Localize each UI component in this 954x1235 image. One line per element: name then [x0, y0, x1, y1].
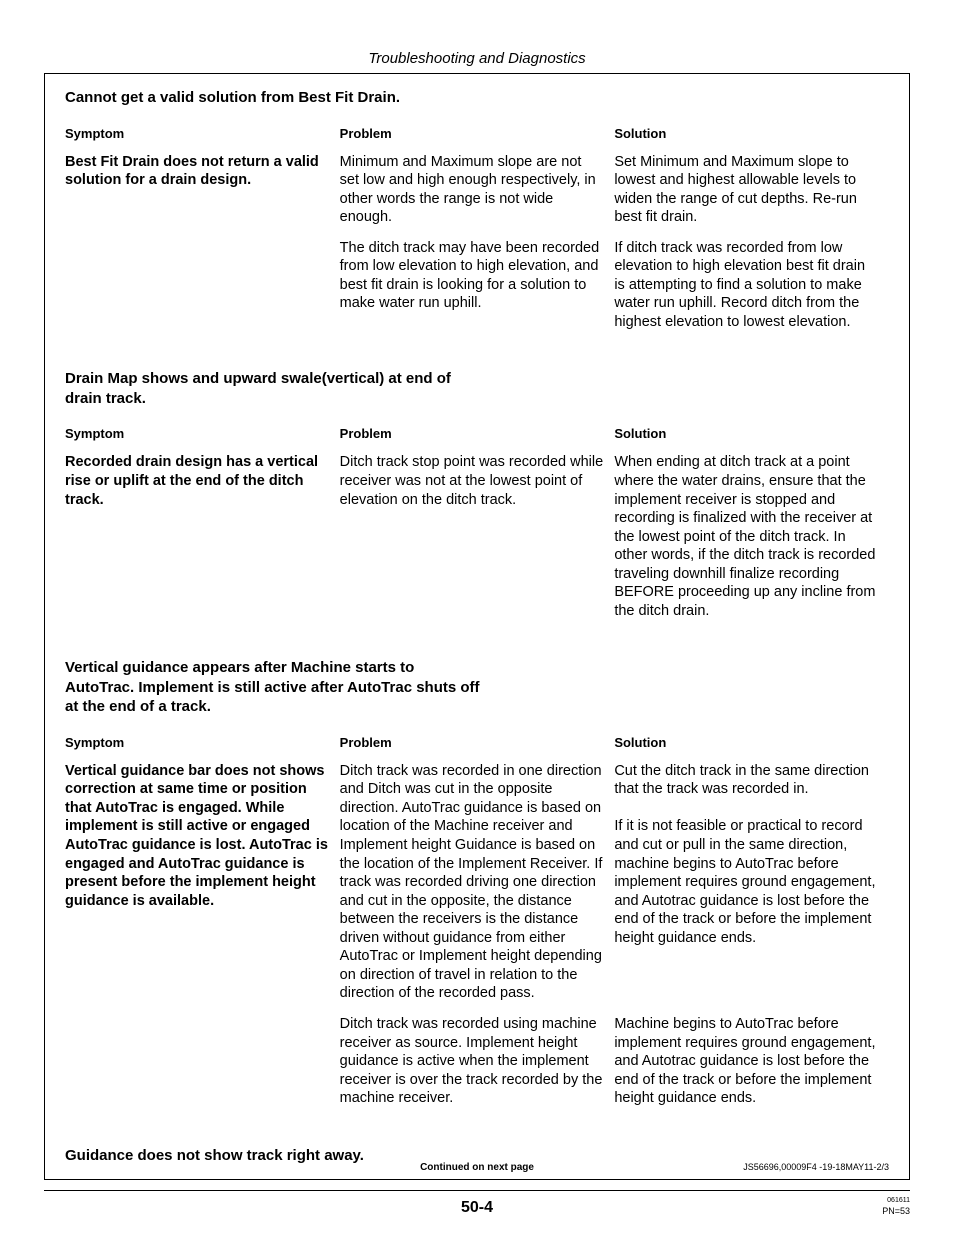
col-symptom: Symptom [65, 122, 340, 153]
col-solution: Solution [614, 422, 889, 453]
solution-cell: Machine begins to AutoTrac before implem… [614, 1015, 889, 1120]
section-title-1: Cannot get a valid solution from Best Fi… [65, 88, 485, 108]
header-title: Troubleshooting and Diagnostics [44, 50, 910, 74]
solution-cell: Cut the ditch track in the same directio… [614, 762, 889, 1015]
problem-cell: Ditch track was recorded using machine r… [340, 1015, 615, 1120]
page-number: 50-4 [44, 1191, 910, 1217]
content-panel: Cannot get a valid solution from Best Fi… [44, 74, 910, 1180]
section-title-2: Drain Map shows and upward swale(vertica… [65, 369, 485, 408]
symptom-cell: Best Fit Drain does not return a valid s… [65, 153, 340, 239]
page-footer: 50-4 061611 PN=53 [44, 1190, 910, 1230]
col-symptom: Symptom [65, 731, 340, 762]
trouble-table-2: Symptom Problem Solution Recorded drain … [65, 422, 889, 632]
symptom-cell: Recorded drain design has a vertical ris… [65, 453, 340, 632]
solution-cell: When ending at ditch track at a point wh… [614, 453, 889, 632]
col-solution: Solution [614, 731, 889, 762]
trouble-table-3: Symptom Problem Solution Vertical guidan… [65, 731, 889, 1120]
col-problem: Problem [340, 731, 615, 762]
table-row: The ditch track may have been recorded f… [65, 239, 889, 344]
table-row: Best Fit Drain does not return a valid s… [65, 153, 889, 239]
solution-cell: Set Minimum and Maximum slope to lowest … [614, 153, 889, 239]
section-title-3: Vertical guidance appears after Machine … [65, 658, 485, 717]
col-symptom: Symptom [65, 422, 340, 453]
trouble-table-1: Symptom Problem Solution Best Fit Drain … [65, 122, 889, 344]
date-code: 061611 [882, 1197, 910, 1205]
problem-cell: Ditch track stop point was recorded whil… [340, 453, 615, 632]
symptom-cell [65, 239, 340, 344]
problem-cell: Ditch track was recorded in one directio… [340, 762, 615, 1015]
solution-cell: If ditch track was recorded from low ele… [614, 239, 889, 344]
col-problem: Problem [340, 422, 615, 453]
table-header-row: Symptom Problem Solution [65, 422, 889, 453]
table-header-row: Symptom Problem Solution [65, 731, 889, 762]
symptom-cell [65, 1015, 340, 1120]
page-container: Troubleshooting and Diagnostics Cannot g… [0, 0, 954, 1235]
content-footer-meta: Continued on next page JS56696,00009F4 -… [65, 1162, 889, 1173]
col-solution: Solution [614, 122, 889, 153]
table-header-row: Symptom Problem Solution [65, 122, 889, 153]
symptom-cell: Vertical guidance bar does not shows cor… [65, 762, 340, 1015]
page-side-info: 061611 PN=53 [882, 1197, 910, 1216]
table-row: Vertical guidance bar does not shows cor… [65, 762, 889, 1015]
col-problem: Problem [340, 122, 615, 153]
table-row: Recorded drain design has a vertical ris… [65, 453, 889, 632]
docref-label: JS56696,00009F4 -19-18MAY11-2/3 [614, 1162, 889, 1172]
table-row: Ditch track was recorded using machine r… [65, 1015, 889, 1120]
continued-label: Continued on next page [340, 1162, 615, 1173]
pn-label: PN=53 [882, 1206, 910, 1217]
problem-cell: Minimum and Maximum slope are not set lo… [340, 153, 615, 239]
problem-cell: The ditch track may have been recorded f… [340, 239, 615, 344]
